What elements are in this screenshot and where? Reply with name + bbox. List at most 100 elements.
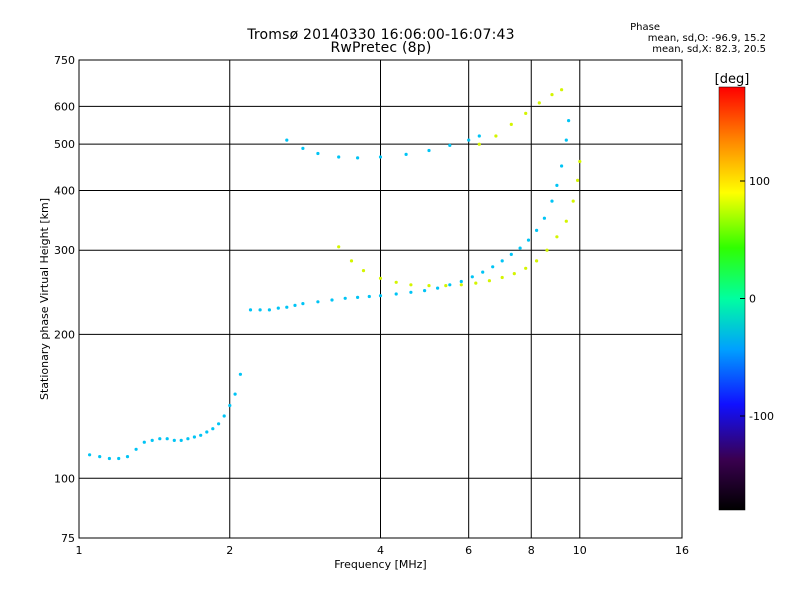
phase-info-o: mean, sd,O: -96.9, 15.2 (647, 33, 766, 44)
chart-subtitle: RwPretec (8p) (330, 40, 432, 56)
data-point-o-mode (179, 438, 183, 442)
data-point-o-mode (535, 228, 539, 232)
data-point-o-mode (316, 300, 320, 304)
data-point-o-mode (459, 279, 463, 284)
data-point-o-mode (367, 294, 371, 299)
data-point-o-mode (394, 292, 398, 296)
tick-labels: 1 2 4 6 8 10 16 75 100 200 300 400 500 600 750 (54, 54, 689, 557)
data-point-o-mode (564, 138, 568, 142)
data-point-o-mode (555, 183, 559, 187)
data-point-x-mode (361, 269, 366, 273)
x-tick-label: 16 (675, 544, 689, 557)
data-point-o-mode (238, 372, 242, 376)
plot-frame (78, 59, 683, 539)
colorbar-tick-label: 100 (749, 175, 770, 188)
data-point-o-mode (117, 456, 121, 461)
data-point-o-mode (560, 164, 564, 168)
data-point-o-mode (142, 440, 146, 444)
data-point-o-mode (448, 143, 452, 147)
data-point-o-mode (285, 138, 289, 142)
data-point-o-mode (526, 238, 531, 242)
data-point-o-mode (158, 437, 162, 441)
data-point-o-mode (343, 296, 347, 300)
data-point-x-mode (494, 134, 498, 138)
data-point-x-mode (394, 280, 398, 284)
data-point-x-mode (477, 142, 481, 146)
data-point-o-mode (267, 308, 271, 312)
data-point-o-mode (423, 289, 427, 293)
data-point-x-mode (444, 284, 448, 288)
data-point-o-mode (192, 435, 196, 439)
data-point-o-mode (228, 403, 232, 408)
data-point-o-mode (409, 290, 413, 294)
x-tick-label: 6 (465, 544, 472, 557)
chart-title: Tromsø 20140330 16:06:00-16:07:43 (247, 27, 515, 43)
y-axis-label: Stationary phase Virtual Height [km] (38, 198, 51, 400)
y-tick-label: 100 (54, 472, 75, 485)
data-point-x-mode (349, 259, 354, 263)
y-tick-label: 75 (61, 532, 75, 545)
data-point-x-mode (576, 178, 580, 182)
data-point-o-mode (293, 303, 297, 307)
data-point-o-mode (165, 437, 169, 441)
data-point-o-mode (107, 456, 111, 461)
data-point-o-mode (217, 422, 221, 426)
data-point-x-mode (487, 279, 491, 283)
data-point-o-mode (467, 138, 471, 142)
data-point-x-mode (537, 101, 541, 105)
data-point-x-mode (409, 283, 413, 287)
data-point-o-mode (285, 305, 289, 309)
data-point-x-mode (500, 275, 504, 280)
data-point-o-mode (509, 252, 513, 256)
data-point-o-mode (337, 155, 341, 159)
phase-info-title: Phase (630, 22, 660, 33)
data-points (88, 88, 582, 461)
data-point-x-mode (512, 272, 516, 276)
data-point-x-mode (535, 259, 539, 263)
data-point-x-mode (427, 284, 431, 288)
data-point-o-mode (248, 308, 253, 312)
data-point-o-mode (356, 156, 360, 160)
data-point-x-mode (474, 281, 478, 285)
data-point-o-mode (448, 283, 452, 287)
data-point-o-mode (550, 199, 554, 203)
data-point-o-mode (125, 455, 130, 459)
data-point-x-mode (337, 245, 341, 249)
data-point-x-mode (459, 283, 463, 287)
data-point-o-mode (316, 151, 320, 156)
x-axis-label: Frequency [MHz] (334, 558, 426, 571)
data-point-o-mode (330, 298, 334, 302)
data-point-o-mode (134, 447, 138, 451)
data-point-o-mode (98, 455, 102, 459)
colorbar-ticks: 100 0 -100 (740, 175, 774, 423)
data-point-o-mode (427, 148, 431, 153)
y-tick-label: 200 (54, 328, 75, 341)
x-tick-label: 10 (573, 544, 587, 557)
data-point-o-mode (404, 152, 408, 156)
data-point-x-mode (578, 159, 582, 164)
data-point-o-mode (211, 427, 215, 431)
data-point-o-mode (301, 302, 305, 306)
x-tick-label: 8 (528, 544, 535, 557)
data-point-o-mode (186, 437, 190, 441)
data-point-x-mode (550, 93, 554, 97)
data-point-o-mode (518, 246, 522, 250)
data-point-o-mode (378, 155, 383, 159)
data-point-o-mode (172, 438, 176, 442)
x-tick-label: 1 (76, 544, 83, 557)
data-point-o-mode (258, 308, 262, 312)
data-point-o-mode (150, 438, 154, 442)
data-point-o-mode (378, 294, 383, 298)
colorbar-tick-label: -100 (749, 410, 774, 423)
data-point-o-mode (222, 414, 226, 418)
y-tick-label: 400 (54, 184, 75, 197)
data-point-x-mode (509, 122, 513, 126)
phase-info-x: mean, sd,X: 82.3, 20.5 (652, 44, 766, 55)
colorbar-label: [deg] (715, 72, 750, 87)
data-point-o-mode (436, 286, 440, 290)
data-point-x-mode (524, 266, 528, 270)
data-point-o-mode (356, 295, 360, 299)
y-tick-label: 600 (54, 100, 75, 113)
data-point-x-mode (555, 235, 559, 239)
y-tick-label: 300 (54, 244, 75, 257)
